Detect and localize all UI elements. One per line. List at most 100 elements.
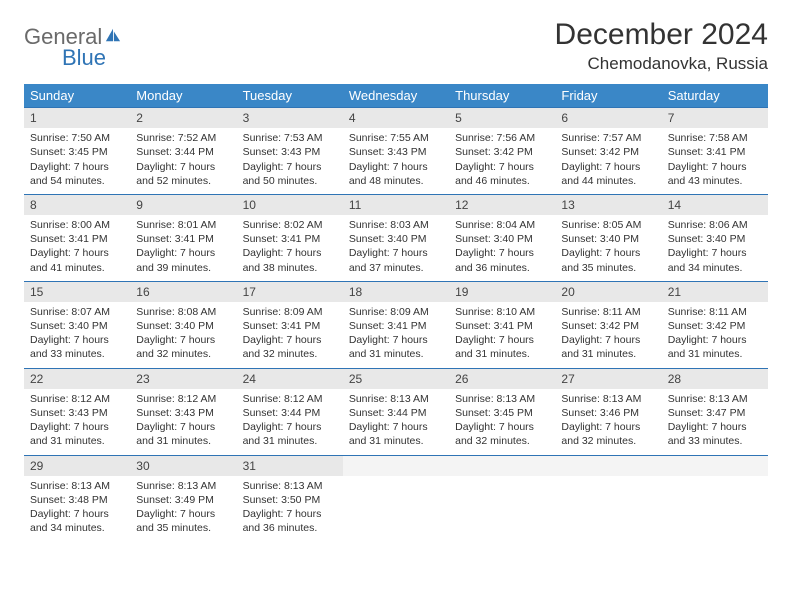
weekday-header: Monday — [130, 84, 236, 107]
sunrise-text: Sunrise: 7:52 AM — [136, 131, 230, 145]
daylight-text-2: and 31 minutes. — [349, 434, 443, 448]
calendar-row: 22Sunrise: 8:12 AMSunset: 3:43 PMDayligh… — [24, 368, 768, 455]
sunset-text: Sunset: 3:40 PM — [136, 319, 230, 333]
day-body: Sunrise: 8:13 AMSunset: 3:50 PMDaylight:… — [237, 476, 343, 542]
sunset-text: Sunset: 3:41 PM — [136, 232, 230, 246]
sunset-text: Sunset: 3:40 PM — [561, 232, 655, 246]
sunset-text: Sunset: 3:49 PM — [136, 493, 230, 507]
daylight-text-1: Daylight: 7 hours — [136, 507, 230, 521]
calendar-cell: 24Sunrise: 8:12 AMSunset: 3:44 PMDayligh… — [237, 368, 343, 455]
day-number: 14 — [662, 194, 768, 215]
daylight-text-1: Daylight: 7 hours — [243, 160, 337, 174]
sunrise-text: Sunrise: 8:01 AM — [136, 218, 230, 232]
day-number: 7 — [662, 107, 768, 128]
month-title: December 2024 — [555, 18, 768, 52]
calendar-cell: 22Sunrise: 8:12 AMSunset: 3:43 PMDayligh… — [24, 368, 130, 455]
sunrise-text: Sunrise: 8:11 AM — [668, 305, 762, 319]
day-body: Sunrise: 7:57 AMSunset: 3:42 PMDaylight:… — [555, 128, 661, 194]
calendar-cell: 1Sunrise: 7:50 AMSunset: 3:45 PMDaylight… — [24, 107, 130, 194]
day-number: 22 — [24, 368, 130, 389]
sunset-text: Sunset: 3:44 PM — [243, 406, 337, 420]
daylight-text-2: and 36 minutes. — [243, 521, 337, 535]
daylight-text-2: and 46 minutes. — [455, 174, 549, 188]
calendar-cell: 29Sunrise: 8:13 AMSunset: 3:48 PMDayligh… — [24, 455, 130, 542]
day-number: 31 — [237, 455, 343, 476]
day-body: Sunrise: 8:13 AMSunset: 3:47 PMDaylight:… — [662, 389, 768, 455]
sunrise-text: Sunrise: 8:11 AM — [561, 305, 655, 319]
day-body: Sunrise: 7:53 AMSunset: 3:43 PMDaylight:… — [237, 128, 343, 194]
sunset-text: Sunset: 3:47 PM — [668, 406, 762, 420]
day-body: Sunrise: 7:55 AMSunset: 3:43 PMDaylight:… — [343, 128, 449, 194]
daylight-text-2: and 35 minutes. — [136, 521, 230, 535]
day-number: 9 — [130, 194, 236, 215]
sunset-text: Sunset: 3:41 PM — [243, 232, 337, 246]
sunset-text: Sunset: 3:43 PM — [243, 145, 337, 159]
sunset-text: Sunset: 3:41 PM — [30, 232, 124, 246]
sunrise-text: Sunrise: 8:10 AM — [455, 305, 549, 319]
calendar-cell: 5Sunrise: 7:56 AMSunset: 3:42 PMDaylight… — [449, 107, 555, 194]
calendar-cell: 30Sunrise: 8:13 AMSunset: 3:49 PMDayligh… — [130, 455, 236, 542]
daylight-text-1: Daylight: 7 hours — [30, 420, 124, 434]
sunrise-text: Sunrise: 8:13 AM — [561, 392, 655, 406]
daylight-text-1: Daylight: 7 hours — [668, 333, 762, 347]
daylight-text-1: Daylight: 7 hours — [243, 420, 337, 434]
calendar-cell: 2Sunrise: 7:52 AMSunset: 3:44 PMDaylight… — [130, 107, 236, 194]
sunset-text: Sunset: 3:42 PM — [455, 145, 549, 159]
daylight-text-2: and 34 minutes. — [668, 261, 762, 275]
day-number: 18 — [343, 281, 449, 302]
calendar-cell: . — [343, 455, 449, 542]
day-number: 15 — [24, 281, 130, 302]
weekday-header: Friday — [555, 84, 661, 107]
sunrise-text: Sunrise: 8:13 AM — [243, 479, 337, 493]
sunrise-text: Sunrise: 8:06 AM — [668, 218, 762, 232]
calendar-cell: 21Sunrise: 8:11 AMSunset: 3:42 PMDayligh… — [662, 281, 768, 368]
calendar-cell: . — [449, 455, 555, 542]
daylight-text-1: Daylight: 7 hours — [455, 160, 549, 174]
day-body: Sunrise: 8:12 AMSunset: 3:43 PMDaylight:… — [130, 389, 236, 455]
sunset-text: Sunset: 3:40 PM — [30, 319, 124, 333]
calendar-cell: 31Sunrise: 8:13 AMSunset: 3:50 PMDayligh… — [237, 455, 343, 542]
day-number: 28 — [662, 368, 768, 389]
weekday-header: Saturday — [662, 84, 768, 107]
daylight-text-2: and 37 minutes. — [349, 261, 443, 275]
calendar-cell: 3Sunrise: 7:53 AMSunset: 3:43 PMDaylight… — [237, 107, 343, 194]
daylight-text-1: Daylight: 7 hours — [561, 333, 655, 347]
sunrise-text: Sunrise: 7:50 AM — [30, 131, 124, 145]
calendar-row: 8Sunrise: 8:00 AMSunset: 3:41 PMDaylight… — [24, 194, 768, 281]
daylight-text-1: Daylight: 7 hours — [30, 507, 124, 521]
sunrise-text: Sunrise: 8:13 AM — [668, 392, 762, 406]
daylight-text-1: Daylight: 7 hours — [668, 420, 762, 434]
daylight-text-2: and 31 minutes. — [455, 347, 549, 361]
calendar-cell: 4Sunrise: 7:55 AMSunset: 3:43 PMDaylight… — [343, 107, 449, 194]
day-body: Sunrise: 8:11 AMSunset: 3:42 PMDaylight:… — [555, 302, 661, 368]
daylight-text-1: Daylight: 7 hours — [136, 246, 230, 260]
day-body: Sunrise: 8:05 AMSunset: 3:40 PMDaylight:… — [555, 215, 661, 281]
daylight-text-1: Daylight: 7 hours — [243, 246, 337, 260]
sunrise-text: Sunrise: 8:04 AM — [455, 218, 549, 232]
sunrise-text: Sunrise: 8:12 AM — [243, 392, 337, 406]
calendar-table: SundayMondayTuesdayWednesdayThursdayFrid… — [24, 84, 768, 541]
sunset-text: Sunset: 3:44 PM — [136, 145, 230, 159]
daylight-text-2: and 52 minutes. — [136, 174, 230, 188]
day-body: Sunrise: 7:58 AMSunset: 3:41 PMDaylight:… — [662, 128, 768, 194]
daylight-text-1: Daylight: 7 hours — [136, 333, 230, 347]
calendar-header-row: SundayMondayTuesdayWednesdayThursdayFrid… — [24, 84, 768, 107]
day-number: 10 — [237, 194, 343, 215]
sunrise-text: Sunrise: 7:55 AM — [349, 131, 443, 145]
day-body: Sunrise: 8:13 AMSunset: 3:46 PMDaylight:… — [555, 389, 661, 455]
daylight-text-2: and 44 minutes. — [561, 174, 655, 188]
day-body: Sunrise: 8:04 AMSunset: 3:40 PMDaylight:… — [449, 215, 555, 281]
daylight-text-1: Daylight: 7 hours — [243, 507, 337, 521]
day-body: Sunrise: 8:10 AMSunset: 3:41 PMDaylight:… — [449, 302, 555, 368]
calendar-cell: 23Sunrise: 8:12 AMSunset: 3:43 PMDayligh… — [130, 368, 236, 455]
sunrise-text: Sunrise: 8:09 AM — [349, 305, 443, 319]
daylight-text-1: Daylight: 7 hours — [455, 420, 549, 434]
daylight-text-1: Daylight: 7 hours — [561, 420, 655, 434]
daylight-text-2: and 54 minutes. — [30, 174, 124, 188]
day-body: Sunrise: 8:09 AMSunset: 3:41 PMDaylight:… — [343, 302, 449, 368]
sunrise-text: Sunrise: 8:13 AM — [349, 392, 443, 406]
day-number: 26 — [449, 368, 555, 389]
day-body: Sunrise: 8:00 AMSunset: 3:41 PMDaylight:… — [24, 215, 130, 281]
day-body: Sunrise: 7:56 AMSunset: 3:42 PMDaylight:… — [449, 128, 555, 194]
calendar-row: 1Sunrise: 7:50 AMSunset: 3:45 PMDaylight… — [24, 107, 768, 194]
